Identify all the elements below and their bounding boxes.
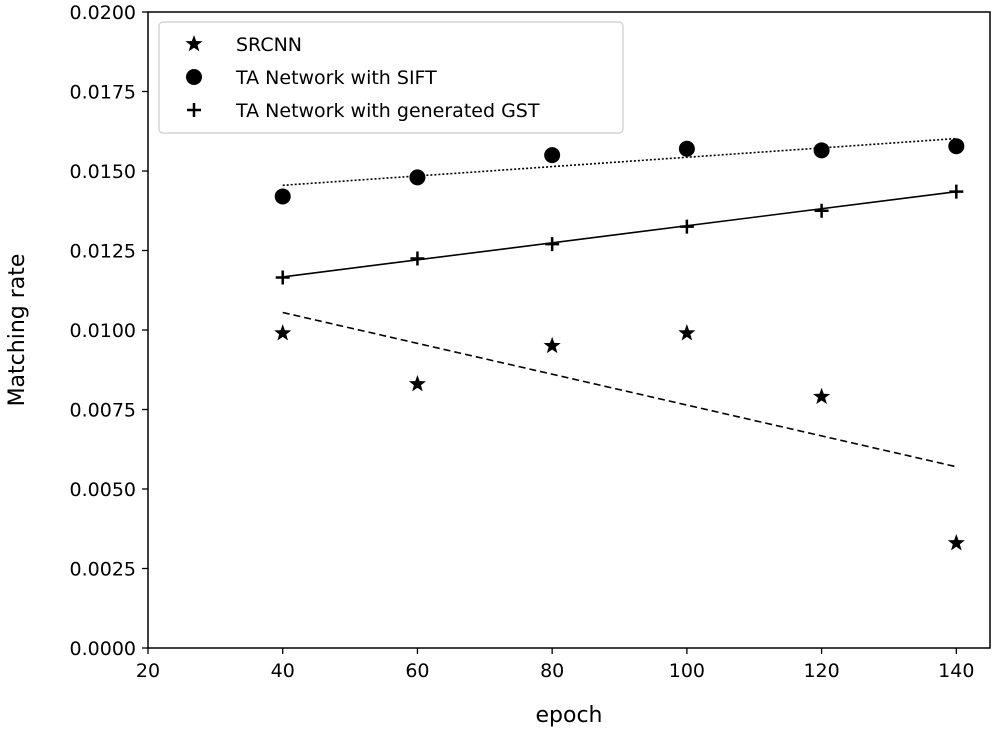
data-point-plus	[814, 203, 829, 218]
y-tick-label: 0.0125	[70, 241, 136, 263]
y-tick-label: 0.0000	[70, 638, 136, 660]
y-tick-label: 0.0075	[70, 400, 136, 422]
x-axis-label: epoch	[536, 703, 603, 728]
x-tick-label: 140	[938, 660, 974, 682]
trend-line-circle	[282, 137, 957, 187]
x-tick-label: 40	[271, 660, 295, 682]
y-tick-label: 0.0200	[70, 2, 136, 24]
y-tick-label: 0.0175	[70, 82, 136, 104]
x-tick-label: 80	[540, 660, 564, 682]
data-point-star	[947, 534, 965, 551]
data-point-circle	[813, 142, 830, 159]
legend-marker-circle	[186, 69, 202, 85]
legend-entries: SRCNN TA Network with SIFT TA Network with…	[185, 34, 540, 122]
data-point-circle	[409, 169, 426, 186]
x-axis-ticks: 20 40 60 80 100 120 140	[136, 648, 974, 682]
trend-line-plus	[282, 190, 957, 278]
marks-layer	[274, 137, 965, 551]
x-tick-label: 100	[669, 660, 705, 682]
data-point-plus	[949, 184, 964, 199]
y-tick-label: 0.0100	[70, 320, 136, 342]
data-point-star	[543, 336, 561, 354]
legend-label: SRCNN	[236, 34, 302, 56]
y-axis-label: Matching rate	[5, 254, 30, 407]
legend-box	[158, 21, 624, 134]
y-tick-label: 0.0150	[70, 161, 136, 183]
y-axis-ticks: 0.0000 0.0025 0.0050 0.0075 0.0100 0.0125 0.01…	[70, 2, 148, 660]
legend-marker-star	[185, 35, 203, 52]
data-point-star	[813, 387, 831, 405]
data-point-plus	[545, 237, 560, 252]
data-point-plus	[679, 219, 694, 234]
trend-line-star	[282, 311, 957, 468]
x-tick-label: 60	[405, 660, 429, 682]
data-point-plus	[275, 270, 290, 285]
legend-marker-plus	[187, 103, 201, 117]
data-point-circle	[274, 188, 291, 205]
data-point-circle	[544, 147, 561, 164]
legend-label: TA Network with generated GST	[235, 100, 540, 122]
y-tick-label: 0.0025	[70, 559, 136, 581]
x-tick-label: 120	[803, 660, 839, 682]
data-point-star	[408, 375, 426, 392]
x-tick-label: 20	[136, 660, 160, 682]
data-point-circle	[678, 140, 695, 157]
y-tick-label: 0.0050	[70, 479, 136, 501]
data-point-star	[274, 324, 292, 341]
legend: SRCNN TA Network with SIFT TA Network with…	[158, 21, 624, 134]
data-point-star	[678, 324, 696, 341]
legend-label: TA Network with SIFT	[235, 67, 437, 89]
data-point-circle	[948, 138, 965, 155]
data-point-plus	[410, 251, 425, 266]
